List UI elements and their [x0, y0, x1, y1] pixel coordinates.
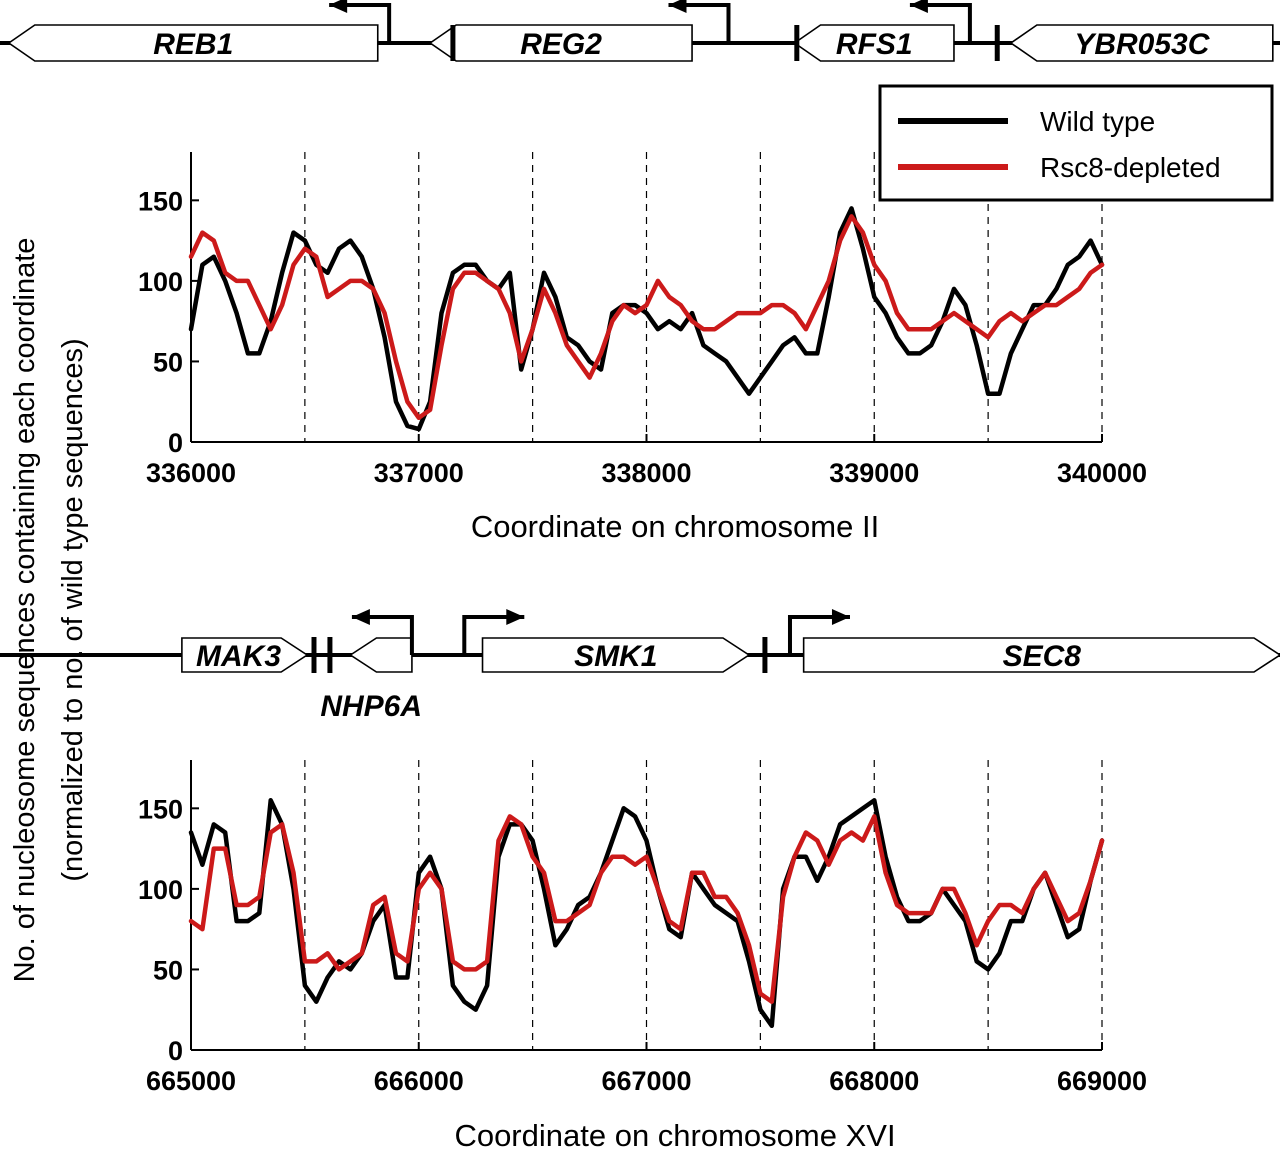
y-tick-label: 100: [138, 875, 183, 905]
tss-arrow: [329, 3, 392, 43]
x-axis-label-chromosome-ii: Coordinate on chromosome II: [471, 509, 879, 544]
tss-arrow-head: [329, 0, 348, 13]
gene-label-nhp6a: NHP6A: [320, 690, 422, 723]
series-line-wild-type: [188, 206, 1105, 432]
x-tick-label: 666000: [374, 1066, 464, 1096]
gene-arrow-sec8: [802, 637, 1280, 673]
series-line-rsc8-depleted: [188, 214, 1105, 421]
plot-panel-chromosome-xvi: 0 50 100 150 665000 666000 667000 668000 669000: [138, 760, 1147, 1096]
tss-arrow-head: [506, 609, 525, 625]
tss-arrow-head: [668, 0, 687, 13]
x-tick-label: 339000: [829, 458, 919, 488]
x-tick-label: 337000: [374, 458, 464, 488]
x-tick-label: 668000: [829, 1066, 919, 1096]
x-tick-label: 338000: [601, 458, 691, 488]
series-line-rsc8-depleted: [188, 814, 1105, 1004]
legend-label-rsc8-depleted: Rsc8-depleted: [1040, 152, 1221, 183]
gene-label-mak3: MAK3: [196, 640, 281, 673]
gene-label-reg2: REG2: [520, 28, 602, 61]
y-tick-label: 150: [138, 794, 183, 824]
gene-track-chromosome-xvi: MAK3 NHP6A SMK1 SEC8: [0, 609, 1280, 723]
gene-arrow-mak3: [181, 637, 309, 673]
gene-label-reb1: REB1: [153, 28, 233, 61]
gene-arrow-rfs1: [793, 24, 955, 62]
gene-label-sec8: SEC8: [1003, 640, 1082, 673]
y-tick-label: 0: [168, 428, 183, 458]
x-tick-label: 669000: [1057, 1066, 1147, 1096]
gene-arrow-smk1: [481, 637, 751, 673]
tss-arrow-head: [831, 609, 850, 625]
y-axis-label-line-2: (normalized to no. of wild type sequence…: [57, 338, 89, 881]
plot-panel-chromosome-ii: 0 50 100 150 336000 337000 338000 339000 340000: [138, 152, 1147, 488]
tss-arrow: [787, 615, 850, 655]
gene-arrow-ybr053c: [1009, 24, 1274, 62]
x-tick-label: 667000: [601, 1066, 691, 1096]
y-tick-label: 0: [168, 1036, 183, 1066]
legend-label-wild-type: Wild type: [1040, 106, 1155, 137]
y-tick-label: 50: [153, 955, 183, 985]
legend-box: [878, 84, 1274, 202]
tss-arrow: [462, 615, 525, 655]
y-tick-label: 100: [138, 267, 183, 297]
x-tick-label: 665000: [146, 1066, 236, 1096]
x-tick-label: 340000: [1057, 458, 1147, 488]
x-axis-label-chromosome-xvi: Coordinate on chromosome XVI: [454, 1118, 895, 1149]
tss-arrow-head: [351, 609, 370, 625]
x-tick-label: 336000: [146, 458, 236, 488]
tss-arrow-head: [909, 0, 928, 13]
gene-track-chromosome-ii: REB1 REG2 RFS1 YBR053C: [0, 0, 1280, 62]
tss-arrow: [668, 3, 731, 43]
tss-arrow: [909, 3, 972, 43]
gene-label-smk1: SMK1: [574, 640, 657, 673]
tss-arrow: [351, 615, 414, 655]
gene-label-ybr053c: YBR053C: [1074, 28, 1210, 61]
legend: Wild type Rsc8-depleted: [878, 84, 1274, 202]
y-tick-label: 150: [138, 186, 183, 216]
gene-arrow-reb1: [7, 24, 379, 62]
gene-arrow-nhp6a: [348, 637, 413, 673]
y-tick-label: 50: [153, 347, 183, 377]
y-axis-label-line-1: No. of nucleosome sequences containing e…: [9, 238, 41, 983]
gene-label-rfs1: RFS1: [836, 28, 913, 61]
